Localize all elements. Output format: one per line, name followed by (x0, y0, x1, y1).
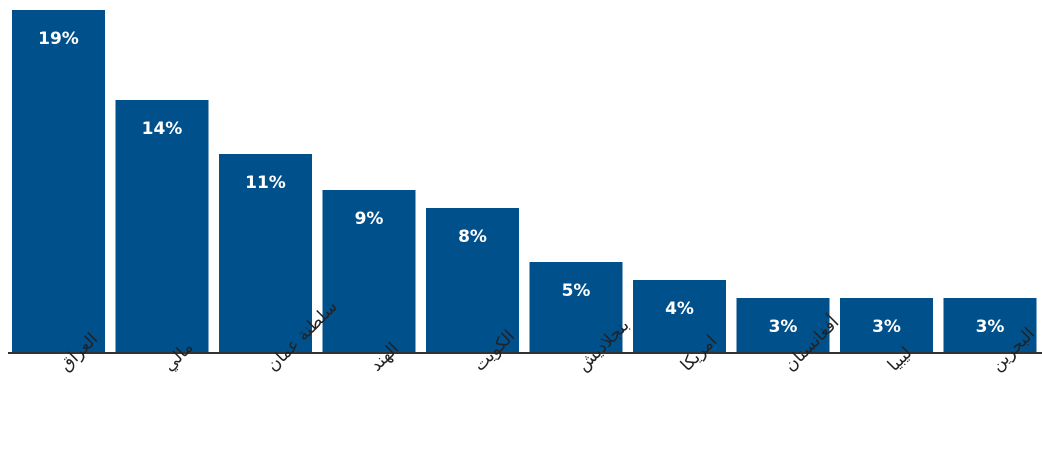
bar (529, 262, 623, 352)
bar-value-label: 3% (976, 317, 1005, 337)
bar-value-label: 14% (142, 119, 183, 139)
bar-value-label: 4% (665, 299, 694, 319)
bar (840, 298, 933, 352)
bar (943, 298, 1037, 352)
value-labels-group: 19% 14% 11% 9% 8% 5% 4% 3% 3% 3% (38, 29, 1004, 337)
bar (736, 298, 830, 352)
bar (322, 190, 416, 352)
bar-value-label: 8% (458, 227, 487, 247)
bar (12, 10, 105, 352)
bars-group (12, 10, 1037, 352)
bar (219, 154, 312, 352)
bar-value-label: 19% (38, 29, 79, 49)
bar (633, 280, 726, 352)
bar-value-label: 3% (872, 317, 901, 337)
bar-value-label: 9% (355, 209, 384, 229)
bar (426, 208, 519, 352)
bar-value-label: 5% (562, 281, 591, 301)
bar (115, 100, 209, 352)
bar-value-label: 3% (769, 317, 798, 337)
bar-value-label: 11% (245, 173, 286, 193)
